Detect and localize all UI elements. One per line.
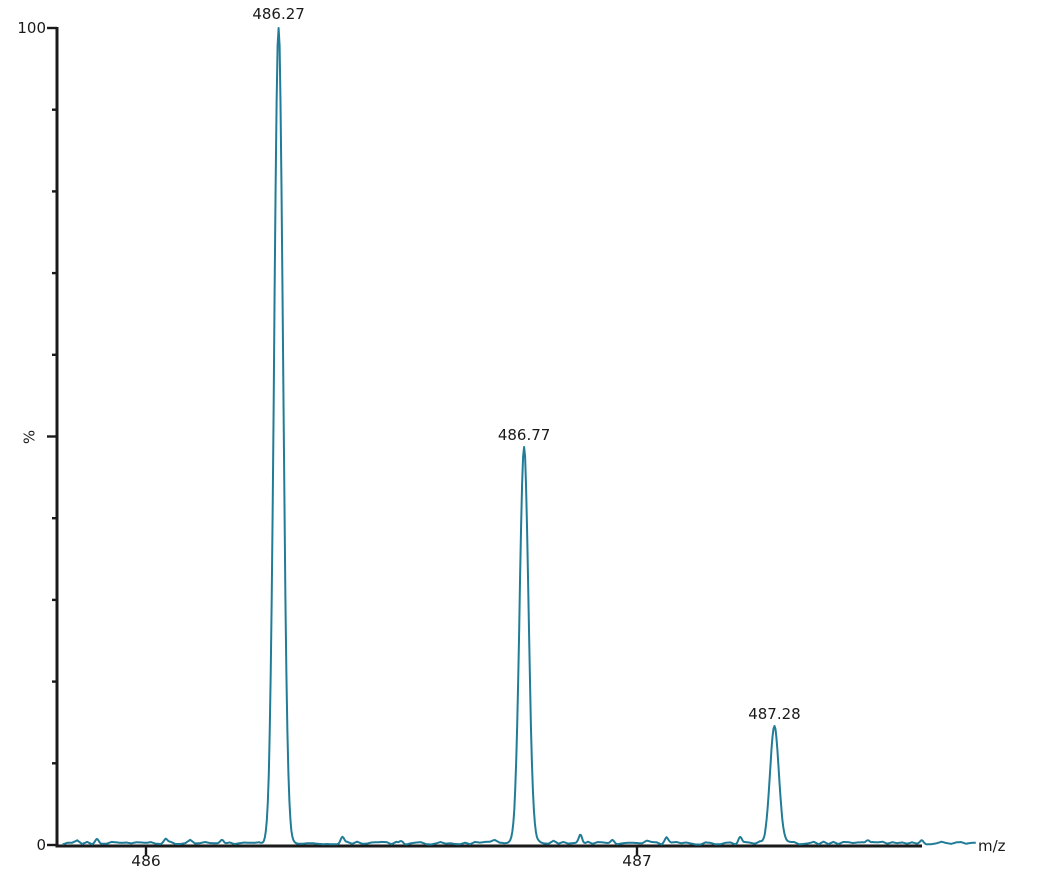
peak-label-487-28: 487.28 bbox=[748, 705, 801, 724]
x-tick-label-487: 487 bbox=[622, 852, 652, 870]
x-tick-label-486: 486 bbox=[131, 852, 161, 870]
y-axis-title: % bbox=[20, 429, 39, 445]
peak-label-486-27: 486.27 bbox=[252, 5, 305, 23]
peak-label-486-77: 486.77 bbox=[497, 425, 551, 444]
x-axis-title: m/z bbox=[978, 837, 1006, 855]
y-axis-max-label: 100 bbox=[17, 19, 46, 37]
y-axis-min-label: 0 bbox=[36, 836, 46, 854]
